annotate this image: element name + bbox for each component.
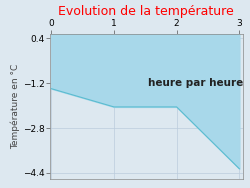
Title: Evolution de la température: Evolution de la température <box>58 5 234 18</box>
Text: heure par heure: heure par heure <box>148 78 244 88</box>
Y-axis label: Température en °C: Température en °C <box>10 64 20 149</box>
